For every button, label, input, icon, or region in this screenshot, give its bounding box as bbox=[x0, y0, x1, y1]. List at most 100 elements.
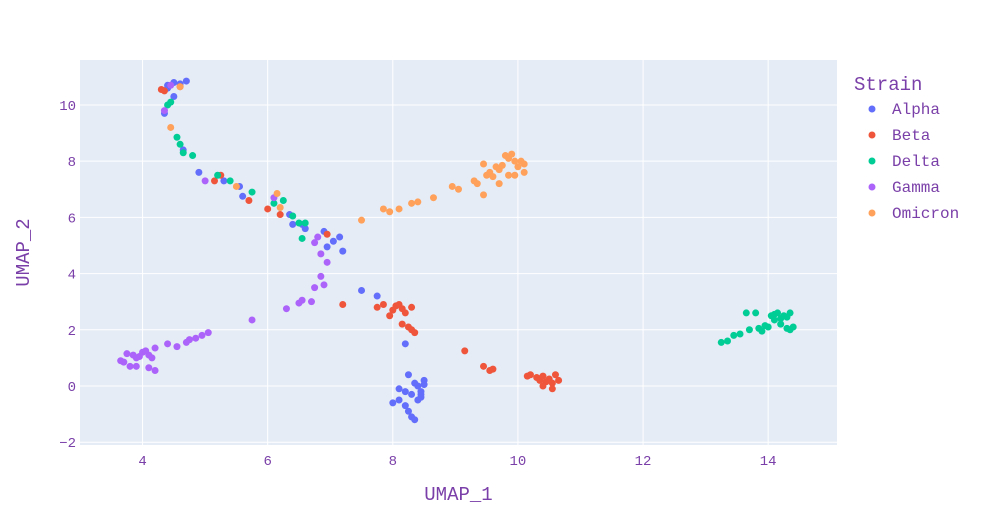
point-delta bbox=[724, 337, 732, 345]
legend-title: Strain bbox=[854, 74, 922, 96]
point-delta bbox=[279, 197, 287, 205]
point-beta bbox=[339, 300, 347, 308]
point-gamma bbox=[126, 362, 134, 370]
point-beta bbox=[548, 379, 556, 387]
point-gamma bbox=[142, 347, 150, 355]
point-beta bbox=[480, 362, 488, 370]
point-delta bbox=[189, 152, 197, 160]
y-tick-label: 4 bbox=[68, 268, 76, 284]
y-tick-label: 6 bbox=[68, 211, 76, 227]
point-gamma bbox=[201, 177, 209, 185]
point-omicron bbox=[408, 199, 416, 207]
point-omicron bbox=[448, 182, 456, 190]
legend-label-gamma: Gamma bbox=[892, 179, 940, 197]
point-gamma bbox=[160, 107, 168, 115]
x-tick-label: 14 bbox=[760, 454, 777, 470]
point-gamma bbox=[311, 284, 319, 292]
point-delta bbox=[777, 320, 785, 328]
gridlines bbox=[80, 60, 837, 445]
y-tick-label: 0 bbox=[68, 380, 76, 396]
point-gamma bbox=[323, 258, 331, 266]
x-tick-label: 8 bbox=[389, 454, 397, 470]
point-beta bbox=[398, 320, 406, 328]
x-tick-label: 6 bbox=[263, 454, 271, 470]
point-omicron bbox=[414, 198, 422, 206]
point-beta bbox=[411, 329, 419, 337]
point-beta bbox=[539, 382, 547, 390]
point-delta bbox=[248, 188, 256, 196]
point-gamma bbox=[148, 354, 156, 362]
point-gamma bbox=[307, 298, 315, 306]
point-alpha bbox=[339, 247, 347, 255]
point-alpha bbox=[182, 77, 190, 85]
point-alpha bbox=[395, 396, 403, 404]
point-gamma bbox=[164, 340, 172, 348]
point-gamma bbox=[192, 334, 200, 342]
legend-label-alpha: Alpha bbox=[892, 101, 940, 119]
point-omicron bbox=[429, 194, 437, 202]
point-omicron bbox=[511, 171, 519, 179]
point-alpha bbox=[220, 177, 228, 185]
point-beta bbox=[548, 385, 556, 393]
point-omicron bbox=[395, 205, 403, 213]
point-alpha bbox=[411, 416, 419, 424]
point-gamma bbox=[314, 233, 322, 241]
legend-marker-beta bbox=[868, 131, 876, 139]
point-alpha bbox=[289, 220, 297, 228]
point-gamma bbox=[282, 305, 290, 313]
point-delta bbox=[717, 338, 725, 346]
x-axis-title: UMAP_1 bbox=[424, 484, 492, 506]
point-omicron bbox=[276, 204, 284, 212]
y-tick-label: 10 bbox=[59, 99, 76, 115]
point-delta bbox=[295, 219, 303, 227]
point-gamma bbox=[129, 351, 137, 359]
point-omicron bbox=[455, 185, 462, 193]
point-omicron bbox=[480, 191, 488, 199]
point-omicron bbox=[386, 208, 394, 216]
plot-area bbox=[80, 60, 837, 445]
point-delta bbox=[742, 309, 750, 317]
point-gamma bbox=[173, 343, 181, 351]
point-delta bbox=[226, 177, 234, 185]
point-alpha bbox=[401, 340, 409, 348]
point-beta bbox=[211, 177, 219, 185]
point-delta bbox=[736, 330, 744, 338]
point-delta bbox=[758, 327, 766, 335]
point-alpha bbox=[239, 192, 247, 200]
point-beta bbox=[551, 371, 559, 379]
point-delta bbox=[789, 323, 797, 331]
point-delta bbox=[770, 316, 778, 324]
point-omicron bbox=[505, 171, 513, 179]
legend-label-delta: Delta bbox=[892, 153, 940, 171]
point-alpha bbox=[358, 286, 366, 294]
point-omicron bbox=[167, 123, 175, 131]
point-delta bbox=[173, 133, 181, 141]
point-omicron bbox=[508, 150, 516, 158]
point-alpha bbox=[373, 292, 381, 300]
x-tick-label: 12 bbox=[635, 454, 652, 470]
point-beta bbox=[245, 197, 253, 205]
data-points bbox=[117, 77, 797, 424]
point-alpha bbox=[389, 399, 397, 407]
point-gamma bbox=[204, 329, 212, 337]
point-beta bbox=[160, 87, 168, 95]
point-delta bbox=[298, 234, 306, 242]
y-axis-ticks: −2 0 2 4 6 8 10 bbox=[59, 99, 76, 452]
point-omicron bbox=[358, 216, 366, 224]
point-alpha bbox=[195, 168, 203, 176]
point-omicron bbox=[232, 182, 240, 190]
point-gamma bbox=[317, 272, 325, 280]
point-omicron bbox=[473, 180, 481, 188]
point-delta bbox=[301, 219, 309, 227]
point-beta bbox=[373, 303, 381, 311]
point-beta bbox=[264, 205, 272, 213]
point-omicron bbox=[511, 157, 519, 165]
point-delta bbox=[176, 140, 184, 148]
y-tick-label: 8 bbox=[68, 155, 76, 171]
point-omicron bbox=[273, 189, 281, 197]
legend-label-omicron: Omicron bbox=[892, 205, 959, 223]
point-alpha bbox=[417, 390, 425, 398]
legend: Strain Alpha Beta Delta Gamma Omicron bbox=[854, 74, 959, 223]
point-omicron bbox=[520, 168, 528, 176]
